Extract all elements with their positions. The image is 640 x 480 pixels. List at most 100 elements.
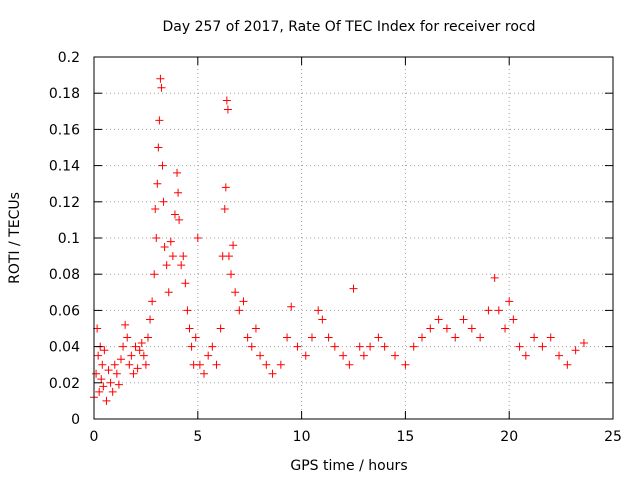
data-point xyxy=(146,315,155,324)
data-points xyxy=(90,74,588,405)
data-point xyxy=(247,342,256,351)
data-point xyxy=(153,179,162,188)
data-point xyxy=(106,378,115,387)
data-point xyxy=(135,346,144,355)
x-tick-label: 10 xyxy=(293,429,311,445)
data-point xyxy=(256,351,265,360)
data-point xyxy=(287,302,296,311)
data-point xyxy=(99,382,108,391)
data-point xyxy=(442,324,451,333)
y-tick-label: 0.16 xyxy=(49,122,80,138)
data-point xyxy=(104,366,113,375)
data-point xyxy=(409,342,418,351)
y-tick-label: 0.14 xyxy=(49,159,80,175)
data-point xyxy=(112,369,121,378)
x-tick-label: 0 xyxy=(90,429,99,445)
data-point xyxy=(123,333,132,342)
data-point xyxy=(505,297,514,306)
data-point xyxy=(224,252,233,261)
data-point xyxy=(434,315,443,324)
data-point xyxy=(187,342,196,351)
data-point xyxy=(220,205,229,214)
data-point xyxy=(191,333,200,342)
data-point xyxy=(125,360,134,369)
data-point xyxy=(222,96,231,105)
grid xyxy=(94,57,613,419)
data-point xyxy=(530,333,539,342)
data-point xyxy=(324,333,333,342)
data-point xyxy=(155,116,164,125)
data-point xyxy=(451,333,460,342)
data-point xyxy=(459,315,468,324)
data-point xyxy=(174,188,183,197)
data-point xyxy=(426,324,435,333)
data-point xyxy=(108,387,117,396)
data-point xyxy=(208,342,217,351)
data-point xyxy=(216,324,225,333)
data-point xyxy=(175,215,184,224)
data-point xyxy=(162,261,171,270)
y-axis-title: ROTI / TECUs xyxy=(7,192,23,284)
data-point xyxy=(143,333,152,342)
data-point xyxy=(168,252,177,261)
data-point xyxy=(515,342,524,351)
data-point xyxy=(179,252,188,261)
y-tick-label: 0.12 xyxy=(49,195,80,211)
chart-title: Day 257 of 2017, Rate Of TEC Index for r… xyxy=(163,19,536,35)
data-point xyxy=(276,360,285,369)
data-point xyxy=(157,83,166,92)
plot-frame xyxy=(93,56,614,420)
axis-tick-labels: 0 5 10 15 20 25 0 0.02 0.04 0.06 0.08 0.1 0.12 0.14 0.… xyxy=(49,50,622,445)
y-tick-label: 0.2 xyxy=(58,50,80,66)
data-point xyxy=(231,288,240,297)
data-point xyxy=(546,333,555,342)
data-point xyxy=(158,161,167,170)
data-point xyxy=(185,324,194,333)
data-point xyxy=(164,288,173,297)
data-point xyxy=(193,234,202,242)
data-point xyxy=(127,351,136,360)
data-point xyxy=(366,342,375,351)
data-point xyxy=(235,306,244,315)
data-point xyxy=(166,237,175,246)
data-point xyxy=(579,338,588,347)
data-point xyxy=(268,369,277,378)
data-point xyxy=(476,333,485,342)
data-point xyxy=(359,351,368,360)
data-point xyxy=(262,360,271,369)
data-point xyxy=(307,333,316,342)
y-tick-label: 0 xyxy=(71,412,80,428)
data-point xyxy=(129,369,138,378)
data-point xyxy=(110,360,119,369)
x-axis-title: GPS time / hours xyxy=(290,458,407,474)
data-point xyxy=(490,273,499,282)
data-point xyxy=(330,342,339,351)
data-point xyxy=(141,360,150,369)
data-point xyxy=(156,74,165,83)
data-point xyxy=(251,324,260,333)
data-point xyxy=(181,279,190,288)
x-tick-label: 20 xyxy=(500,429,518,445)
data-point xyxy=(509,315,518,324)
data-point xyxy=(418,333,427,342)
data-point xyxy=(345,360,354,369)
y-tick-label: 0.08 xyxy=(49,267,80,283)
data-point xyxy=(133,364,142,373)
data-point xyxy=(150,270,159,279)
data-point xyxy=(97,375,106,384)
data-point xyxy=(154,143,163,152)
data-point xyxy=(227,270,236,279)
data-point xyxy=(314,306,323,315)
data-point xyxy=(183,306,192,315)
data-point xyxy=(239,297,248,306)
data-point xyxy=(200,369,209,378)
y-tick-label: 0.18 xyxy=(49,86,80,102)
data-point xyxy=(121,320,130,329)
data-point xyxy=(283,333,292,342)
data-point xyxy=(380,342,389,351)
x-tick-label: 15 xyxy=(396,429,414,445)
data-point xyxy=(137,338,146,347)
data-point xyxy=(212,360,221,369)
data-point xyxy=(555,351,564,360)
data-point xyxy=(521,351,530,360)
